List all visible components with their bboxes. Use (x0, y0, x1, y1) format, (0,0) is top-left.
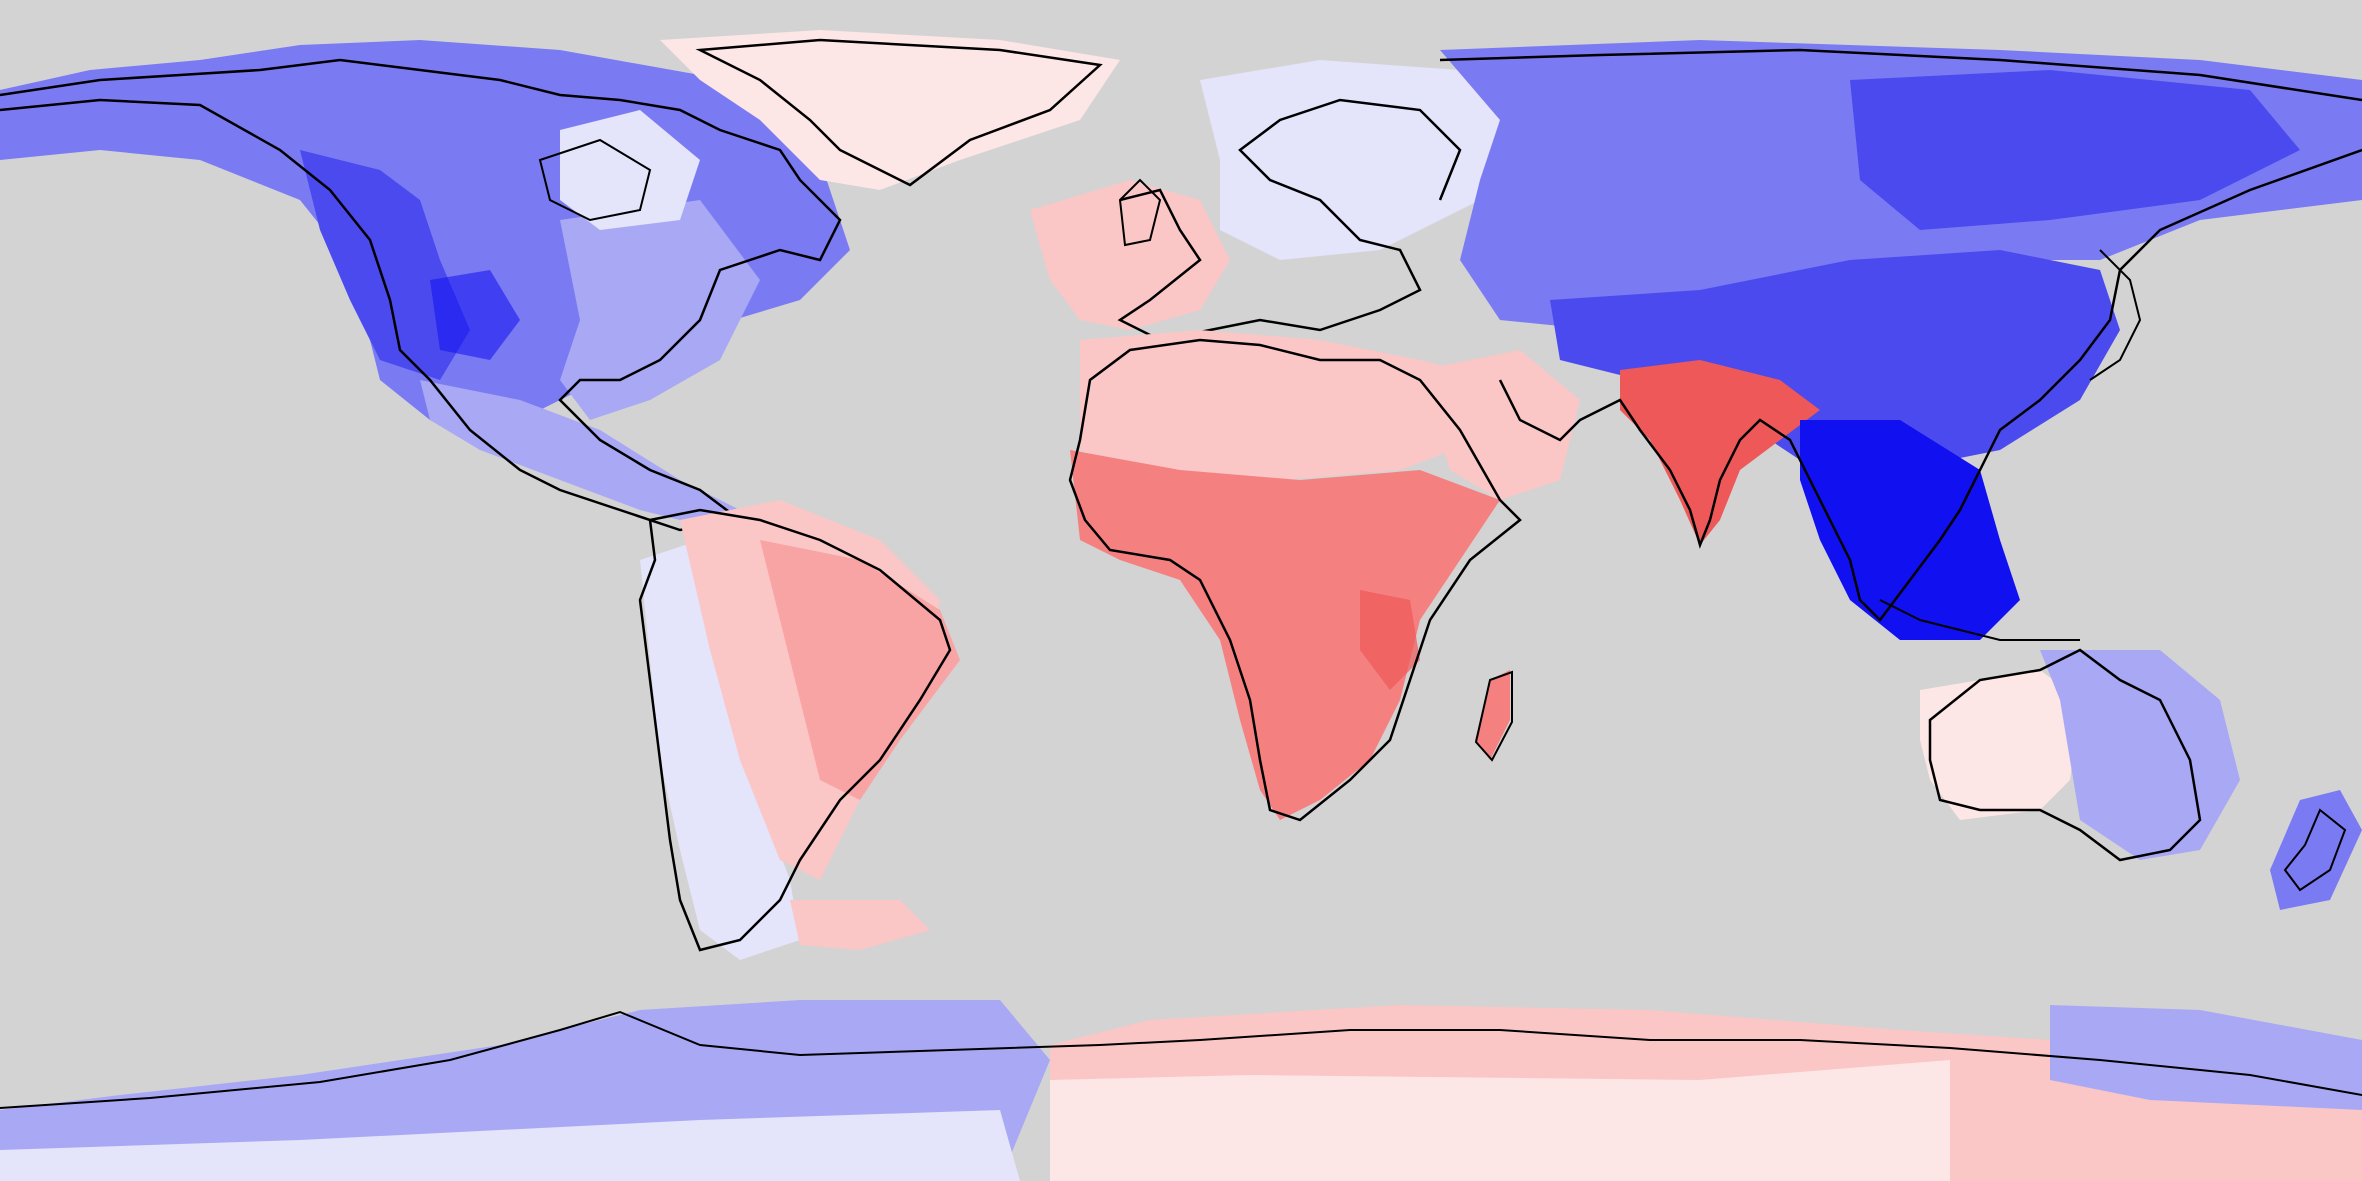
patagonia-pink (790, 900, 930, 950)
india-region (1620, 360, 1820, 545)
europe (1030, 60, 1520, 342)
mexico-central-america-region (420, 380, 740, 530)
western-us-core (430, 270, 520, 360)
antarctica-east-blue (2050, 1005, 2362, 1110)
greenland (660, 30, 1120, 190)
asia-coast (1439, 48, 2362, 622)
antarctica (0, 1000, 2362, 1181)
sub-saharan-africa-region (1070, 450, 1500, 820)
south-america (638, 500, 960, 960)
europe-coast (1117, 98, 1462, 342)
hudson-bay-coast (538, 138, 652, 222)
japan-coast (2089, 249, 2142, 381)
scandinavia-region (1200, 60, 1520, 260)
australia-east-region (2040, 650, 2240, 860)
western-europe-region (1030, 180, 1230, 330)
indonesia-coast (1879, 599, 2080, 641)
uk-coast (1118, 178, 1162, 247)
asia (1439, 40, 2362, 641)
oceania (1920, 648, 2362, 910)
arabia-region (1420, 350, 1580, 500)
china-region (1550, 250, 2120, 470)
australia-west-region (1920, 670, 2080, 820)
north-america (0, 40, 850, 532)
africa (1068, 330, 1580, 822)
eastern-us-region (560, 200, 760, 420)
madagascar-coast (1474, 670, 1513, 762)
north-america-coast (0, 58, 842, 532)
brazil-region (760, 540, 960, 800)
greenland-region (660, 30, 1120, 190)
antarctica-east-faint (1050, 1060, 1950, 1181)
east-africa-core (1360, 590, 1420, 690)
andes-patagonia-region (640, 540, 800, 960)
south-america-coast (638, 508, 952, 952)
greenland-coast (695, 38, 1103, 187)
new-zealand-coast (2283, 808, 2347, 892)
siberia-deep (1850, 70, 2300, 230)
antarctica-coast (0, 1010, 2362, 1109)
canada-arctic-light (560, 110, 700, 230)
australia-coast (1928, 648, 2202, 862)
africa-coast (1068, 338, 1522, 822)
antarctica-west-inner (0, 1110, 1020, 1181)
madagascar-region (1475, 670, 1510, 760)
